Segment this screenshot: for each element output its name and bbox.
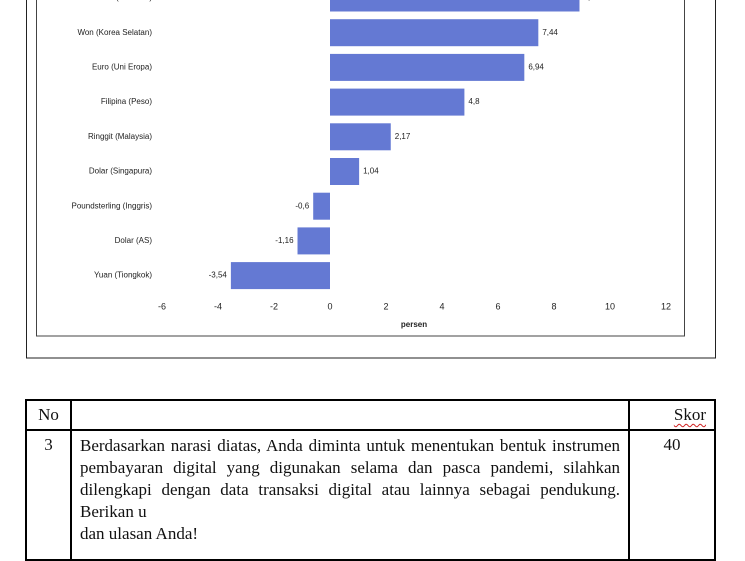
cell: Berdasarkan narasi diatas, Anda diminta … xyxy=(70,429,630,561)
x-tick-label: -2 xyxy=(270,301,278,311)
frame xyxy=(26,0,716,359)
x-tick-label: 10 xyxy=(605,301,615,311)
y-tick-label: Yuan (Tiongkok) xyxy=(94,271,152,280)
value-label: 6,94 xyxy=(528,63,544,72)
bar xyxy=(230,262,330,290)
header-row: No Skor xyxy=(25,399,716,431)
row: 3 Berdasarkan narasi diatas, Anda dimint… xyxy=(25,429,716,561)
bar xyxy=(297,227,330,255)
question-text: Berdasarkan narasi diatas, Anda diminta … xyxy=(80,436,620,521)
x-tick-label: 8 xyxy=(551,301,556,311)
y-tick-label: Baht (Thailand) xyxy=(97,0,152,2)
y-tick-label: Filipina (Peso) xyxy=(101,97,152,106)
value-label: 2,17 xyxy=(395,132,411,141)
header-cell: Skor xyxy=(628,399,716,431)
x-axis-label: persen xyxy=(401,320,427,329)
y-tick-label: Ringgit (Malaysia) xyxy=(88,132,152,141)
value-label: 8,91 xyxy=(583,0,599,2)
y-tick-label: Won (Korea Selatan) xyxy=(77,28,152,37)
chart-frame xyxy=(36,0,685,337)
x-tick-label: 0 xyxy=(327,301,332,311)
value-label: 4,8 xyxy=(468,97,480,106)
cell: 3 xyxy=(25,429,72,561)
bar xyxy=(330,53,525,81)
value-label: -0,6 xyxy=(295,201,309,210)
x-tick-label: -6 xyxy=(158,301,166,311)
question-table: No Skor 3 Berdasarkan narasi diatas, And… xyxy=(25,399,716,561)
bar xyxy=(330,0,580,12)
x-tick-label: 2 xyxy=(383,301,388,311)
x-tick-label: 6 xyxy=(495,301,500,311)
value-label: 1,04 xyxy=(363,167,379,176)
value-label: 7,44 xyxy=(542,28,558,37)
x-tick-label: -4 xyxy=(214,301,222,311)
bar xyxy=(313,192,330,220)
bar xyxy=(330,123,391,151)
header-text: Skor xyxy=(673,405,706,424)
y-tick-label: Dolar (AS) xyxy=(115,236,153,245)
bar xyxy=(330,19,539,47)
value-label: -1,16 xyxy=(275,236,294,245)
header-cell xyxy=(70,399,630,431)
bar xyxy=(330,88,465,116)
bar xyxy=(330,158,360,185)
x-tick-label: 12 xyxy=(661,301,671,311)
cell: 40 xyxy=(628,429,716,561)
value-label: -3,54 xyxy=(209,271,228,280)
y-tick-label: Poundsterling (Inggris) xyxy=(72,201,153,210)
y-tick-label: Euro (Uni Eropa) xyxy=(92,63,152,72)
question-text: dan ulasan Anda! xyxy=(80,524,199,543)
y-tick-label: Dolar (Singapura) xyxy=(89,167,152,176)
chart: persen -6 -4 -2 0 2 4 6 8 10 12 Baht (Thailand) 8,9… xyxy=(26,0,716,359)
header-cell: No xyxy=(25,399,72,431)
x-tick-label: 4 xyxy=(439,301,444,311)
